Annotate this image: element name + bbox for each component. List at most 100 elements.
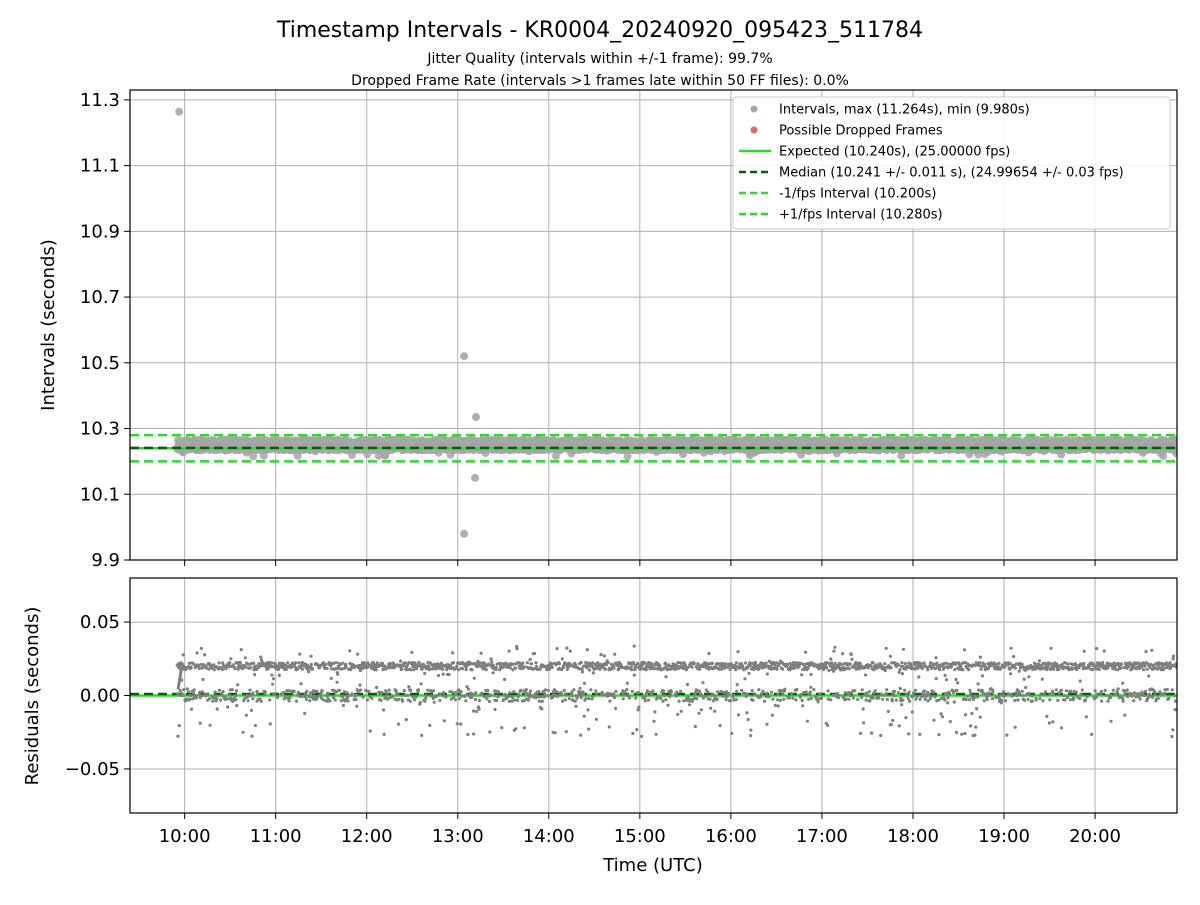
residual-point: [342, 704, 345, 707]
residual-point: [737, 713, 740, 716]
residual-point: [694, 725, 697, 728]
residual-point: [458, 697, 461, 700]
residual-point: [711, 662, 714, 665]
residual-point: [459, 723, 462, 726]
residual-point: [409, 700, 412, 703]
residual-point: [450, 690, 453, 693]
residual-point: [508, 691, 511, 694]
residual-point: [287, 689, 290, 692]
residual-point: [579, 734, 582, 737]
residual-point: [454, 698, 457, 701]
residual-point: [296, 668, 299, 671]
residual-point: [418, 661, 421, 664]
residual-point: [625, 688, 628, 691]
residual-point: [561, 700, 564, 703]
residual-point: [637, 691, 640, 694]
y-tick-label: 9.9: [91, 550, 120, 571]
residual-point: [310, 663, 313, 666]
residual-point: [488, 730, 491, 733]
residual-point: [630, 665, 633, 668]
residual-point: [534, 661, 537, 664]
residual-point: [254, 724, 257, 727]
residual-point: [659, 697, 662, 700]
residual-point: [541, 700, 544, 703]
residual-point: [714, 694, 717, 697]
residual-point: [251, 691, 254, 694]
residual-point: [288, 699, 291, 702]
residual-point: [622, 697, 625, 700]
residual-point: [253, 673, 256, 676]
residual-point: [442, 673, 445, 676]
residual-point: [676, 713, 679, 716]
residual-point: [454, 692, 457, 695]
residual-point: [251, 735, 254, 738]
residual-point: [442, 691, 445, 694]
residual-point: [315, 690, 318, 693]
residual-point: [637, 708, 640, 711]
residual-point: [234, 698, 237, 701]
residual-point: [366, 698, 369, 701]
residual-point: [336, 673, 339, 676]
residual-point: [198, 691, 201, 694]
residual-point: [525, 688, 528, 691]
residual-point: [656, 696, 659, 699]
residual-point: [508, 650, 511, 653]
residual-point: [586, 708, 589, 711]
y-tick-label: 11.1: [80, 156, 120, 177]
residual-point: [474, 698, 477, 701]
residual-point: [303, 712, 306, 715]
residual-point: [187, 690, 190, 693]
residual-point: [271, 683, 274, 686]
residual-point: [513, 698, 516, 701]
residual-point: [554, 731, 557, 734]
residual-point: [526, 661, 529, 664]
residual-point: [198, 667, 201, 670]
residual-point: [455, 665, 458, 668]
residual-point: [270, 674, 273, 677]
residual-point: [490, 660, 493, 663]
residual-point: [380, 691, 383, 694]
residual-point: [635, 728, 638, 731]
residual-point: [495, 666, 498, 669]
residual-point: [367, 690, 370, 693]
residual-point: [452, 661, 455, 664]
residual-point: [406, 694, 409, 697]
residual-point: [181, 694, 184, 697]
residual-point: [310, 655, 313, 658]
residual-point: [375, 668, 378, 671]
residual-point: [599, 653, 602, 656]
residual-point: [264, 690, 267, 693]
residual-point: [268, 698, 271, 701]
residual-point: [330, 677, 333, 680]
residual-point: [716, 697, 719, 700]
residual-point: [397, 723, 400, 726]
residual-point: [678, 700, 681, 703]
residual-point: [568, 697, 571, 700]
residual-point: [747, 672, 750, 675]
residual-point: [675, 695, 678, 698]
residual-point: [206, 693, 209, 696]
residual-point: [529, 690, 532, 693]
residual-point: [725, 663, 728, 666]
residual-point: [634, 697, 637, 700]
residual-point: [248, 689, 251, 692]
residual-point: [519, 689, 522, 692]
residual-point: [214, 694, 217, 697]
residual-point: [594, 689, 597, 692]
residual-point: [662, 690, 665, 693]
residual-point: [388, 689, 391, 692]
y-tick-label: 10.5: [80, 353, 120, 374]
residual-point: [334, 698, 337, 701]
residual-point: [470, 696, 473, 699]
residual-point: [347, 699, 350, 702]
residual-point: [706, 690, 709, 693]
residual-point: [544, 688, 547, 691]
residual-point: [633, 645, 636, 648]
residual-point: [308, 699, 311, 702]
residual-point: [451, 651, 454, 654]
residual-point: [472, 709, 475, 712]
residual-point: [226, 705, 229, 708]
residual-point: [574, 700, 577, 703]
residual-point: [391, 695, 394, 698]
residual-point: [461, 667, 464, 670]
